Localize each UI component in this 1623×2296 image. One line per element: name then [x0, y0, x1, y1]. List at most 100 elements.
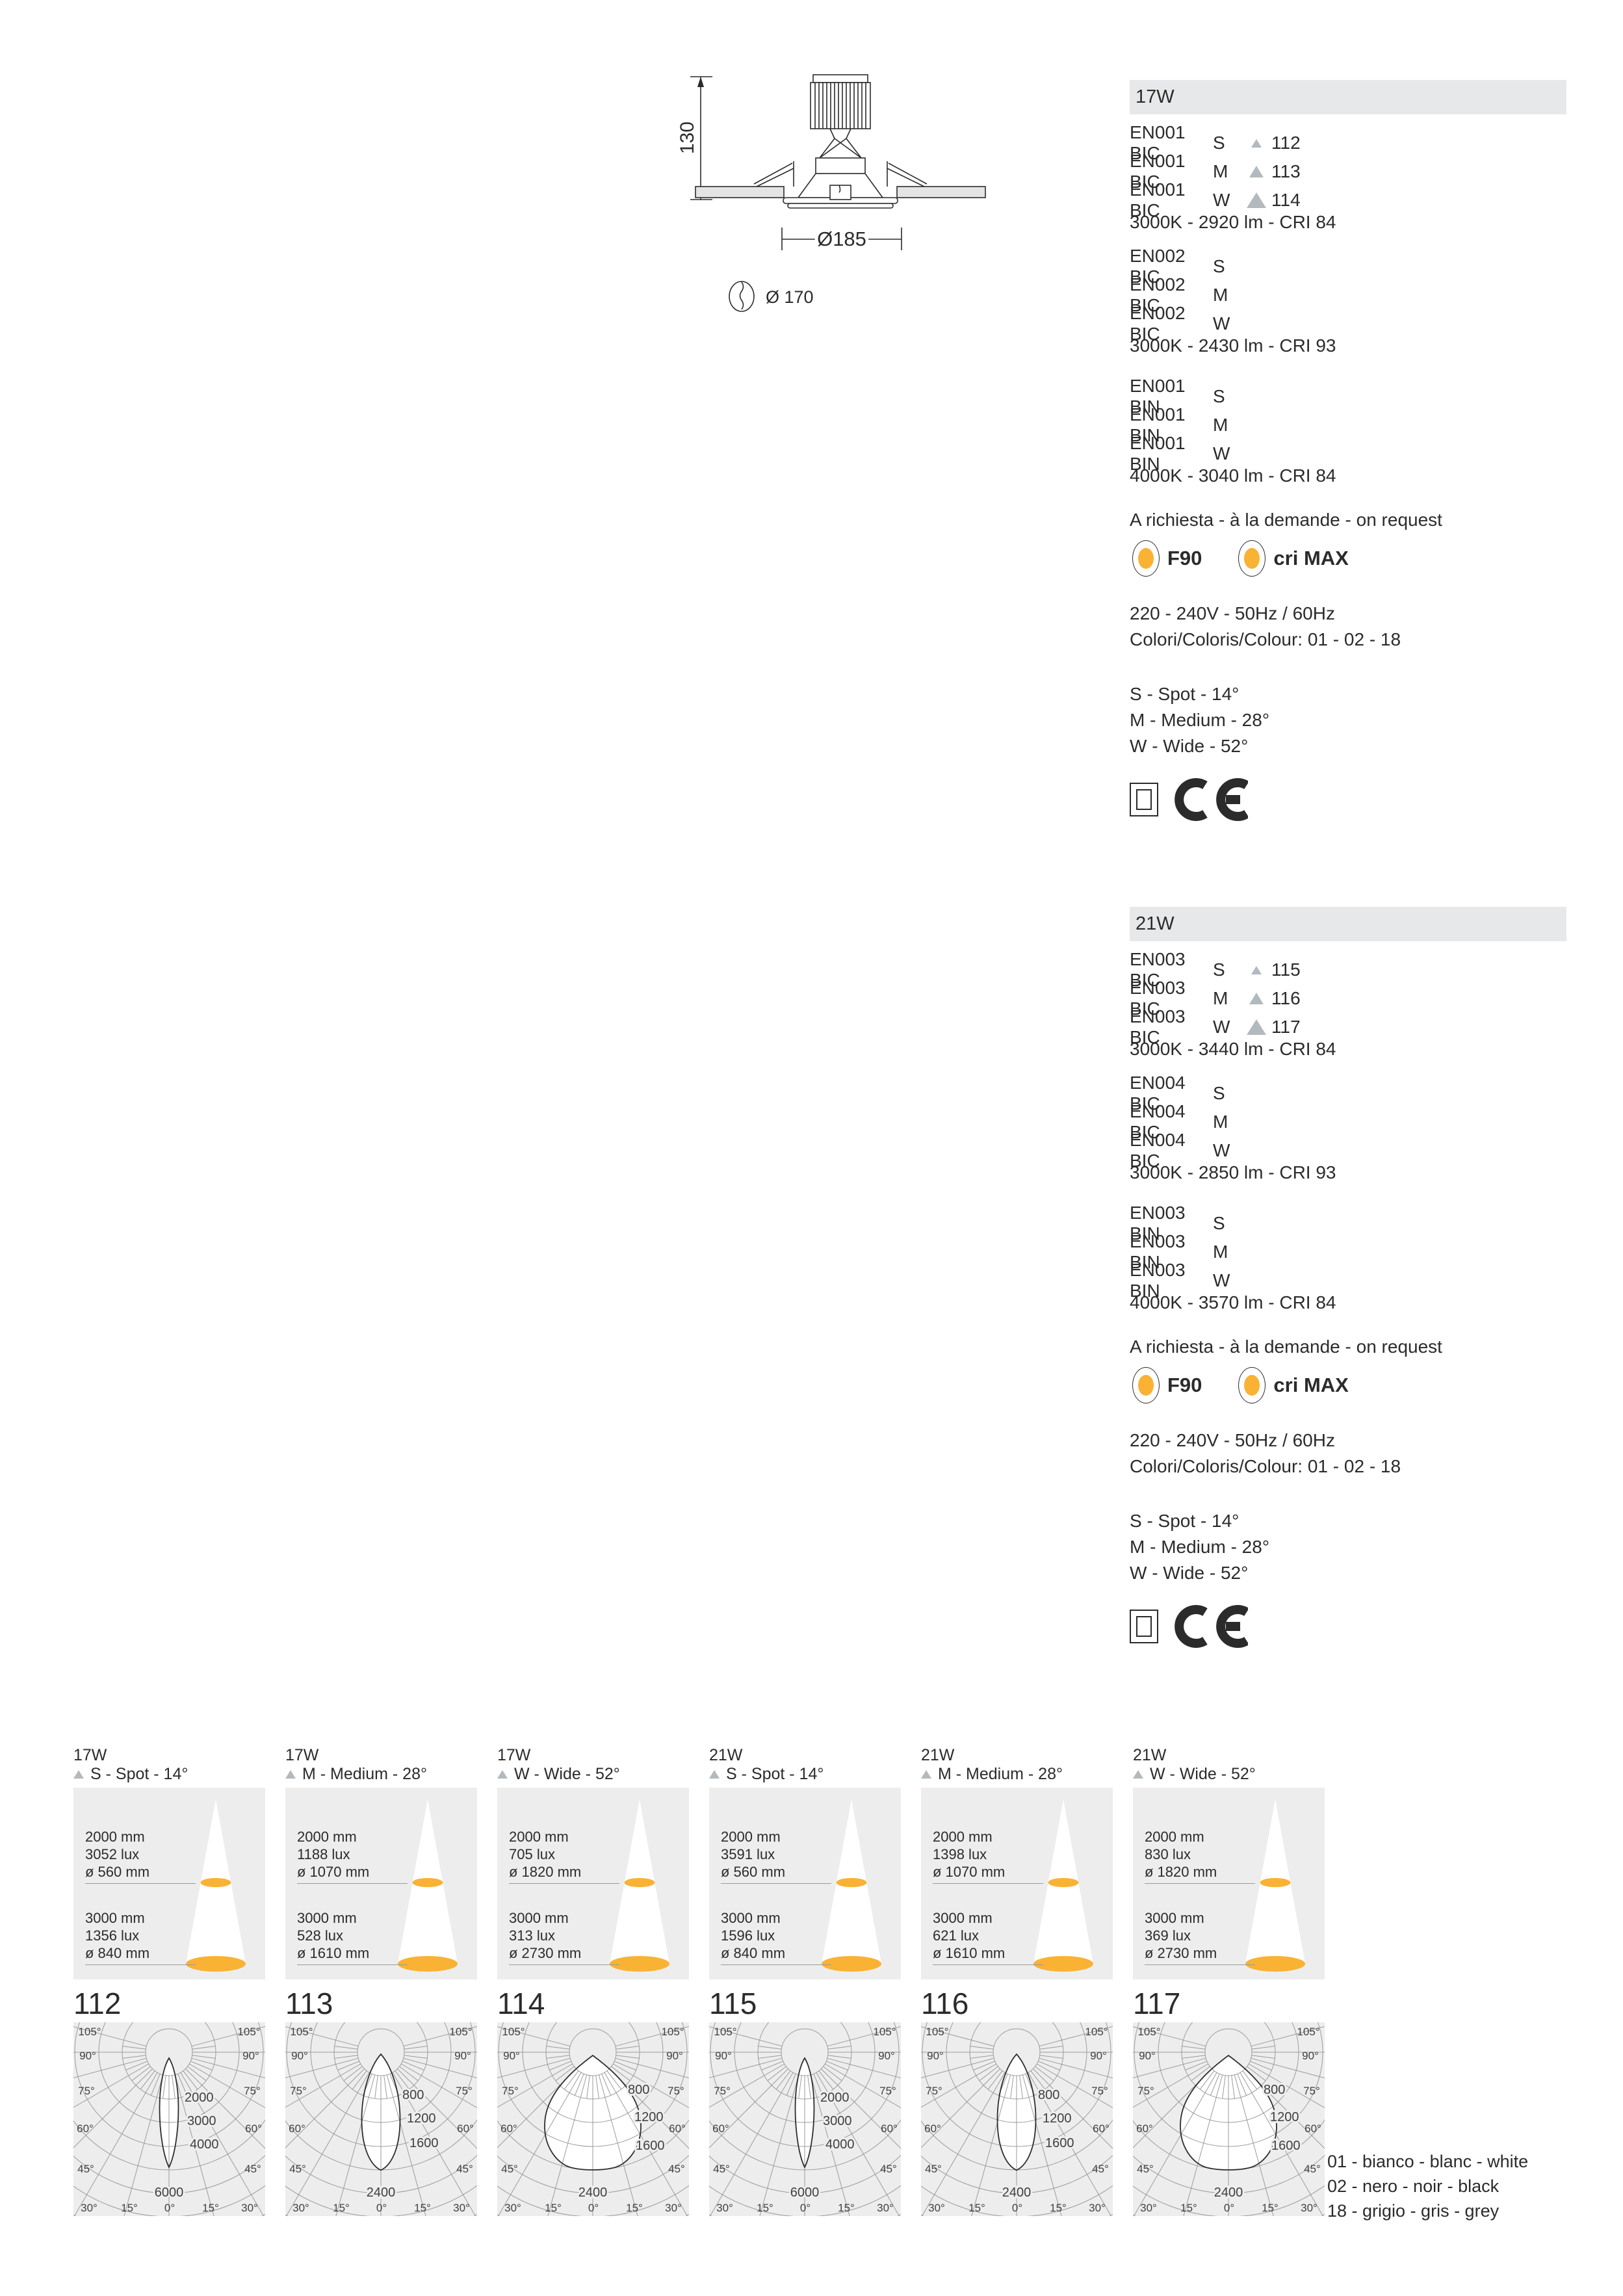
beam-label: M - Medium - 28° [938, 1764, 1063, 1783]
beam-cone-panel: 2000 mm 3591 lux ø 560 mm 3000 mm 1596 l… [709, 1788, 901, 1979]
product-code: EN003 BIC [1130, 949, 1186, 990]
spec-line: 3000K - 2920 lm - CRI 84 [1130, 212, 1336, 232]
beam-label-row: W - Wide - 52° [1133, 1765, 1325, 1783]
svg-text:800: 800 [402, 2088, 424, 2102]
beam-label: W - Wide - 52° [1150, 1764, 1256, 1783]
spec-section-17w: 17W EN001 BIC S 112 EN001 BIC M 113 EN00… [1130, 80, 1566, 821]
photometry-column: 17W S - Spot - 14° 2000 mm 3052 lux ø 56… [73, 1745, 265, 2216]
polar-diagram: 800 1200 1600 2400 [285, 2022, 477, 2216]
cutout-dim-label: Ø 170 [766, 287, 814, 307]
beam-letter: S [1213, 256, 1225, 276]
beam-letter: W [1213, 443, 1230, 463]
product-row: EN001 BIN M [1130, 404, 1566, 445]
beam-angle-legend: S - Spot - 14° M - Medium - 28° W - Wide… [1130, 1508, 1566, 1586]
svg-text:1600: 1600 [409, 2136, 439, 2150]
product-code: EN003 BIN [1130, 1260, 1186, 1301]
svg-text:4000: 4000 [190, 2137, 219, 2152]
spec-line: 3000K - 2850 lm - CRI 93 [1130, 1162, 1336, 1182]
photometry-ref-number: 112 [1271, 133, 1301, 153]
certification-marks [1130, 1605, 1566, 1648]
photometry-ref-number: 113 [1271, 161, 1301, 181]
beam-letter: W [1213, 313, 1230, 333]
wattage-label: 17W [285, 1746, 319, 1764]
product-code: EN001 BIN [1130, 404, 1186, 445]
beam-triangle-icon [921, 1769, 931, 1779]
photometry-number: 116 [921, 1987, 969, 2020]
product-code: EN001 BIC [1130, 151, 1186, 192]
beam-angle-item: S - Spot - 14° [1130, 684, 1240, 704]
product-row: EN004 BIC M [1130, 1101, 1566, 1142]
product-code: EN002 BIC [1130, 246, 1186, 287]
beam-cone-panel: 2000 mm 1398 lux ø 1070 mm 3000 mm 621 l… [921, 1788, 1113, 1979]
badge-label: cri MAX [1273, 1374, 1349, 1396]
finish-code-white: 01 - bianco - blanc - white [1327, 2152, 1529, 2171]
product-row: EN004 BIC W [1130, 1130, 1566, 1171]
measurement-2000mm: 2000 mm 705 lux ø 1820 mm [509, 1828, 619, 1884]
beam-letter: W [1213, 1017, 1230, 1037]
polar-diagram: 800 1200 1600 2400 [1133, 2022, 1325, 2216]
on-request-note: A richiesta - à la demande - on request [1130, 510, 1442, 530]
on-request-note: A richiesta - à la demande - on request [1130, 1337, 1442, 1357]
svg-text:6000: 6000 [155, 2185, 184, 2200]
badge-label: cri MAX [1273, 547, 1349, 569]
voltage-line: 220 - 240V - 50Hz / 60Hz [1130, 1430, 1335, 1450]
svg-text:800: 800 [628, 2083, 649, 2097]
photometry-number: 114 [497, 1987, 545, 2020]
measurement-3000mm: 3000 mm 621 lux ø 1610 mm [933, 1909, 1043, 1965]
product-row: EN003 BIN M [1130, 1231, 1566, 1272]
wattage-label: 21W [1133, 1746, 1167, 1764]
product-row: EN001 BIC M 113 [1130, 151, 1566, 192]
product-row: EN001 BIN W [1130, 433, 1566, 474]
ce-mark-icon [1175, 1605, 1248, 1648]
colors-line: Colori/Coloris/Colour: 01 - 02 - 18 [1130, 1456, 1401, 1476]
beam-letter: W [1213, 1270, 1230, 1290]
product-row: EN003 BIC W 117 [1130, 1006, 1566, 1047]
beam-angle-item: M - Medium - 28° [1130, 710, 1270, 730]
beam-letter: M [1213, 988, 1228, 1008]
class-ii-icon [1130, 783, 1158, 816]
led-dot-icon [1132, 1367, 1160, 1403]
svg-text:2400: 2400 [367, 2185, 396, 2200]
badge-cri-max: cri MAX [1238, 1367, 1349, 1403]
product-row: EN002 BIC M [1130, 274, 1566, 315]
beam-label-row: W - Wide - 52° [497, 1765, 689, 1783]
measurement-3000mm: 3000 mm 369 lux ø 2730 mm [1145, 1909, 1255, 1965]
beam-angle-item: S - Spot - 14° [1130, 1511, 1240, 1531]
beam-triangle-icon [1241, 1019, 1271, 1035]
product-code: EN001 BIC [1130, 122, 1186, 163]
product-row: EN003 BIN S [1130, 1203, 1566, 1244]
product-code: EN004 BIC [1130, 1130, 1186, 1171]
cutout-dimension: Ø 170 [729, 281, 814, 312]
beam-label: S - Spot - 14° [726, 1764, 824, 1783]
product-code: EN002 BIC [1130, 274, 1186, 315]
beam-label-row: S - Spot - 14° [73, 1765, 265, 1783]
product-group: EN003 BIN S EN003 BIN M EN003 BIN W 4000… [1130, 1203, 1566, 1317]
beam-angle-legend: S - Spot - 14° M - Medium - 28° W - Wide… [1130, 681, 1566, 759]
wattage-label: 17W [497, 1746, 531, 1764]
measurement-3000mm: 3000 mm 528 lux ø 1610 mm [297, 1909, 408, 1965]
photometry-column: 21W S - Spot - 14° 2000 mm 3591 lux ø 56… [709, 1745, 901, 2216]
photometry-ref-number: 116 [1271, 988, 1301, 1008]
product-row: EN004 BIC S [1130, 1073, 1566, 1114]
beam-cone-panel: 2000 mm 705 lux ø 1820 mm 3000 mm 313 lu… [497, 1788, 689, 1979]
svg-text:800: 800 [1038, 2088, 1059, 2102]
spec-line: 3000K - 3440 lm - CRI 84 [1130, 1039, 1336, 1059]
product-code: EN003 BIN [1130, 1231, 1186, 1272]
beam-triangle-icon [497, 1769, 508, 1779]
product-code: EN001 BIC [1130, 179, 1186, 220]
svg-text:1200: 1200 [407, 2111, 436, 2126]
beam-cone-panel: 2000 mm 830 lux ø 1820 mm 3000 mm 369 lu… [1133, 1788, 1325, 1979]
product-row: EN003 BIC M 116 [1130, 978, 1566, 1019]
class-ii-icon [1130, 1610, 1158, 1643]
photometry-number: 117 [1133, 1987, 1181, 2020]
svg-text:3000: 3000 [187, 2114, 216, 2128]
photometry-column: 21W W - Wide - 52° 2000 mm 830 lux ø 182… [1133, 1745, 1325, 2216]
product-code: EN003 BIC [1130, 1006, 1186, 1047]
measurement-2000mm: 2000 mm 3591 lux ø 560 mm [721, 1828, 831, 1884]
beam-letter: S [1213, 133, 1225, 153]
beam-letter: M [1213, 1112, 1228, 1132]
led-dot-icon [1238, 540, 1266, 577]
svg-text:2400: 2400 [1002, 2185, 1032, 2200]
wattage-label: 17W [73, 1746, 107, 1764]
